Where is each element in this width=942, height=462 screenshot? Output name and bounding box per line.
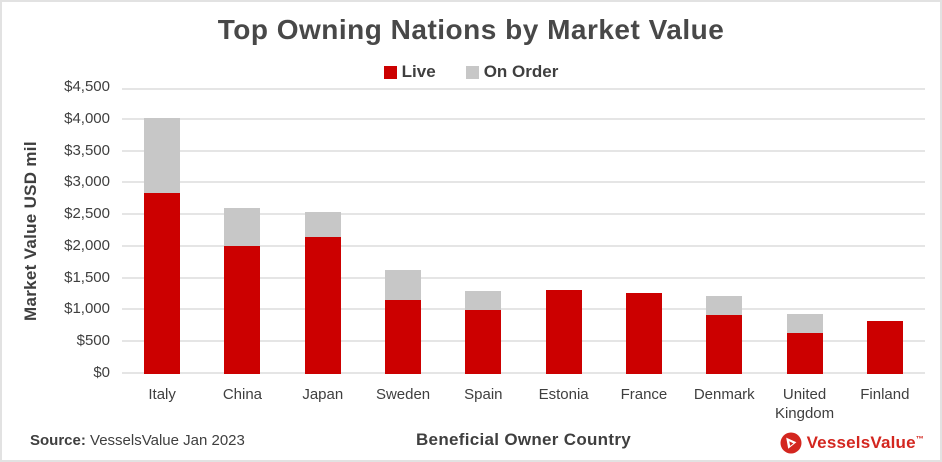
vesselsvalue-logo: VesselsValue™ — [780, 432, 924, 454]
plot-area — [122, 88, 925, 374]
legend-item-on-order: On Order — [465, 62, 559, 82]
legend-swatch-on-order-icon — [465, 65, 479, 79]
bar-segment-live — [465, 310, 502, 374]
x-tick-label: Estonia — [538, 386, 589, 403]
gridline — [122, 276, 925, 279]
x-axis-title: Beneficial Owner Country — [415, 430, 632, 449]
x-tick-label: United Kingdom — [774, 386, 835, 422]
gridline — [122, 213, 925, 216]
y-tick-label: $1,000 — [64, 300, 110, 318]
x-tick-label: Japan — [302, 386, 344, 403]
y-tick-label: $2,500 — [64, 205, 110, 223]
vesselsvalue-logo-text: VesselsValue™ — [806, 433, 924, 452]
bar-segment-on-order — [786, 314, 823, 334]
vesselsvalue-logo-icon — [780, 432, 802, 454]
source-text: VesselsValue Jan 2023 — [90, 432, 245, 449]
gridline — [122, 308, 925, 311]
y-tick-label: $3,500 — [64, 141, 110, 159]
y-tick-label: $2,000 — [64, 236, 110, 254]
x-tick-label: France — [620, 386, 668, 403]
x-tick-label: Sweden — [375, 386, 431, 403]
gridline — [122, 149, 925, 152]
legend-item-live: Live — [383, 62, 436, 82]
bar-segment-live — [625, 293, 662, 374]
gridline — [122, 88, 925, 90]
y-tick-label: $4,000 — [64, 109, 110, 127]
legend-swatch-live-icon — [383, 65, 397, 79]
bar-segment-live — [706, 314, 743, 374]
x-tick-label: Denmark — [693, 386, 755, 403]
bar-segment-live — [385, 300, 422, 374]
bar-segment-live — [144, 192, 181, 374]
source-note: Source: VesselsValue Jan 2023 — [30, 432, 245, 449]
x-tick-label: China — [222, 386, 263, 403]
source-label: Source: — [30, 432, 86, 449]
gridline — [122, 117, 925, 120]
legend-label-live: Live — [401, 62, 436, 81]
bar-segment-on-order — [304, 212, 341, 238]
bar-segment-live — [866, 321, 903, 374]
bar-segment-on-order — [144, 117, 181, 193]
bar-segment-live — [224, 246, 261, 374]
legend-label-on-order: On Order — [483, 62, 559, 81]
bar-segment-live — [545, 290, 582, 374]
gridline — [122, 181, 925, 184]
bar-segment-live — [304, 237, 341, 374]
bar-segment-on-order — [385, 269, 422, 301]
legend: Live On Order — [2, 62, 940, 82]
bar-segment-on-order — [465, 290, 502, 311]
trademark-symbol: ™ — [915, 434, 924, 444]
y-tick-label: $500 — [76, 332, 110, 350]
x-tick-label: Finland — [860, 386, 910, 403]
y-tick-label: $3,000 — [64, 173, 110, 191]
chart-title: Top Owning Nations by Market Value — [217, 14, 725, 45]
y-tick-label: $4,500 — [64, 78, 110, 95]
y-tick-label: $0 — [93, 364, 110, 381]
bar-segment-live — [786, 333, 823, 374]
bar-segment-on-order — [224, 208, 261, 247]
x-tick-label: Italy — [148, 386, 176, 403]
bar-segment-on-order — [706, 296, 743, 315]
gridline — [122, 340, 925, 343]
gridline — [122, 372, 925, 374]
gridline — [122, 244, 925, 247]
x-tick-label: Spain — [464, 386, 503, 403]
y-tick-label: $1,500 — [64, 268, 110, 286]
